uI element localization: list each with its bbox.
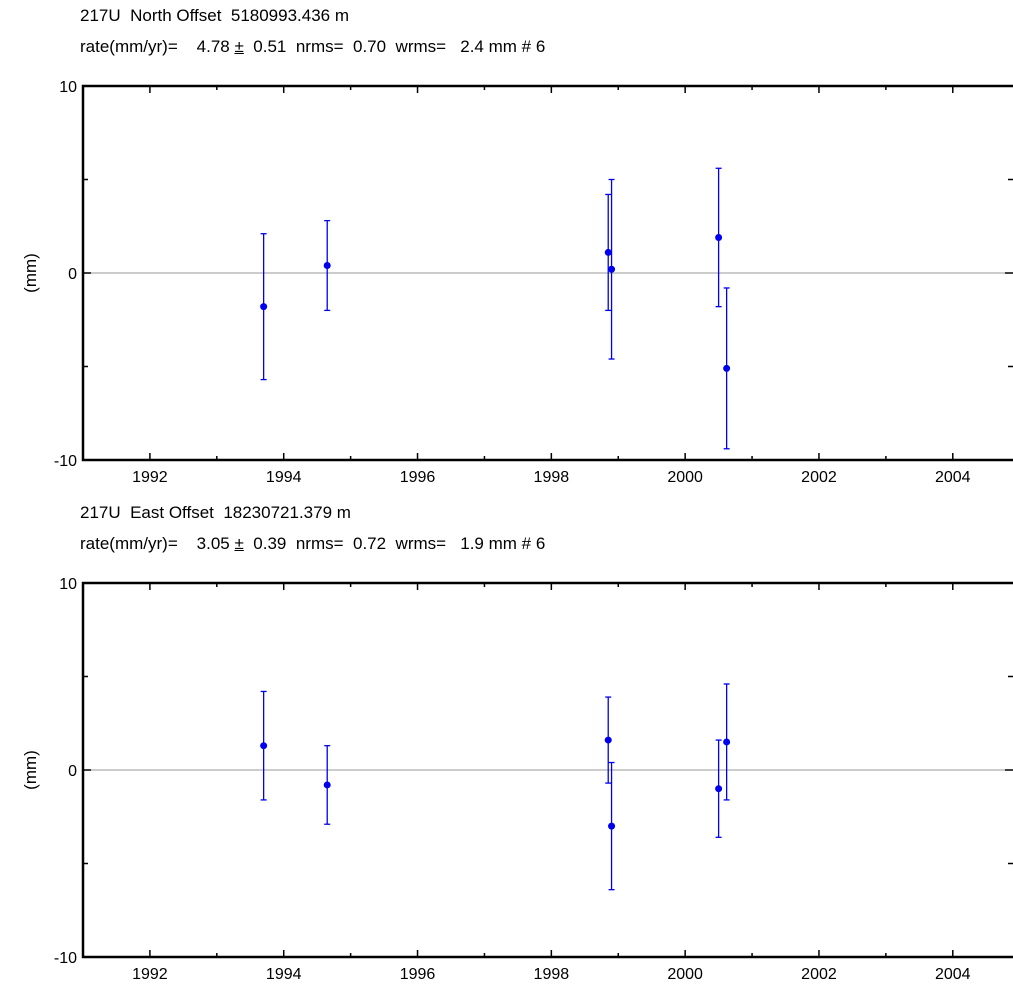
north-data-point xyxy=(608,178,616,360)
north-n-label: # xyxy=(521,37,532,56)
east-data-point xyxy=(260,690,268,801)
north-offset-panel: 217U North Offset 5180993.436 m rate(mm/… xyxy=(0,0,1013,492)
north-ylabel: (mm) xyxy=(21,253,40,293)
east-marker xyxy=(260,742,268,750)
east-offset-plot: 1992 1994 1996 1998 2000 2002 2004 -10 0 10 (mm) xyxy=(21,576,1013,983)
east-marker xyxy=(723,738,731,746)
north-xtick-label: 2004 xyxy=(935,469,971,486)
north-marker xyxy=(723,364,731,372)
north-data-point xyxy=(723,287,731,450)
east-xtick-label: 2002 xyxy=(801,966,837,983)
north-wrms: 2.4 mm xyxy=(460,37,517,56)
north-xtick-label: 1994 xyxy=(266,469,302,486)
east-wrms: 1.9 mm xyxy=(460,534,517,553)
north-marker xyxy=(715,233,723,241)
east-marker xyxy=(608,822,616,830)
east-wrms-label: wrms= xyxy=(395,534,447,553)
north-offset-plot: 1992 1994 1996 1998 2000 2002 2004 -10 0 10 (mm) xyxy=(21,79,1013,486)
north-xtick-label: 1998 xyxy=(534,469,570,486)
north-marker xyxy=(260,303,268,311)
east-data-point xyxy=(323,745,331,825)
east-title: 217U East Offset 18230721.379 m xyxy=(80,503,351,522)
north-marker xyxy=(608,265,616,273)
east-pm: ± xyxy=(234,534,244,553)
east-marker xyxy=(604,736,612,744)
east-ytick-label: 10 xyxy=(59,576,77,593)
north-rate-err: 0.51 xyxy=(253,37,287,56)
north-xtick-label: 1996 xyxy=(400,469,436,486)
east-xtick-label: 1998 xyxy=(534,966,570,983)
north-rate-label: rate(mm/yr)= xyxy=(80,37,178,56)
east-xtick-label: 2000 xyxy=(667,966,703,983)
east-n: 6 xyxy=(535,534,546,553)
east-ytick-label: -10 xyxy=(54,950,77,967)
north-data-point xyxy=(715,167,723,308)
north-xtick-label: 2000 xyxy=(667,469,703,486)
east-n-label: # xyxy=(521,534,532,553)
east-stats: rate(mm/yr)= 3.05 ± 0.39 nrms= 0.72 wrms… xyxy=(80,534,545,554)
north-pm: ± xyxy=(234,37,244,56)
east-xtick-label: 1992 xyxy=(132,966,168,983)
east-ytick-label: 0 xyxy=(68,763,77,780)
north-ytick-label: -10 xyxy=(54,453,77,470)
north-marker xyxy=(323,262,331,270)
east-offset-panel: 217U East Offset 18230721.379 m rate(mm/… xyxy=(0,497,1013,987)
north-data-point xyxy=(604,193,612,312)
east-xtick-label: 1994 xyxy=(266,966,302,983)
north-ytick-label: 10 xyxy=(59,79,77,96)
north-ytick-label: 0 xyxy=(68,266,77,283)
north-xtick-label: 1992 xyxy=(132,469,168,486)
east-ylabel: (mm) xyxy=(21,750,40,790)
north-stats: rate(mm/yr)= 4.78 ± 0.51 nrms= 0.70 wrms… xyxy=(80,37,545,57)
north-wrms-label: wrms= xyxy=(395,37,447,56)
north-marker xyxy=(604,248,612,256)
east-marker xyxy=(715,785,723,793)
north-n: 6 xyxy=(535,37,546,56)
east-data-point xyxy=(723,683,731,801)
east-data-point xyxy=(608,761,616,891)
north-data-point xyxy=(260,233,268,381)
north-nrms: 0.70 xyxy=(353,37,387,56)
north-nrms-label: nrms= xyxy=(295,37,344,56)
east-data-point xyxy=(604,696,612,784)
north-title: 217U North Offset 5180993.436 m xyxy=(80,6,350,25)
east-data-point xyxy=(715,739,723,838)
east-xtick-label: 1996 xyxy=(400,966,436,983)
east-nrms: 0.72 xyxy=(353,534,387,553)
east-rate-label: rate(mm/yr)= xyxy=(80,534,178,553)
north-data-point xyxy=(323,219,331,312)
east-xtick-label: 2004 xyxy=(935,966,971,983)
east-marker xyxy=(323,781,331,789)
east-rate-err: 0.39 xyxy=(253,534,287,553)
east-nrms-label: nrms= xyxy=(295,534,344,553)
north-xtick-label: 2002 xyxy=(801,469,837,486)
north-rate: 4.78 xyxy=(196,37,230,56)
east-rate: 3.05 xyxy=(196,534,230,553)
